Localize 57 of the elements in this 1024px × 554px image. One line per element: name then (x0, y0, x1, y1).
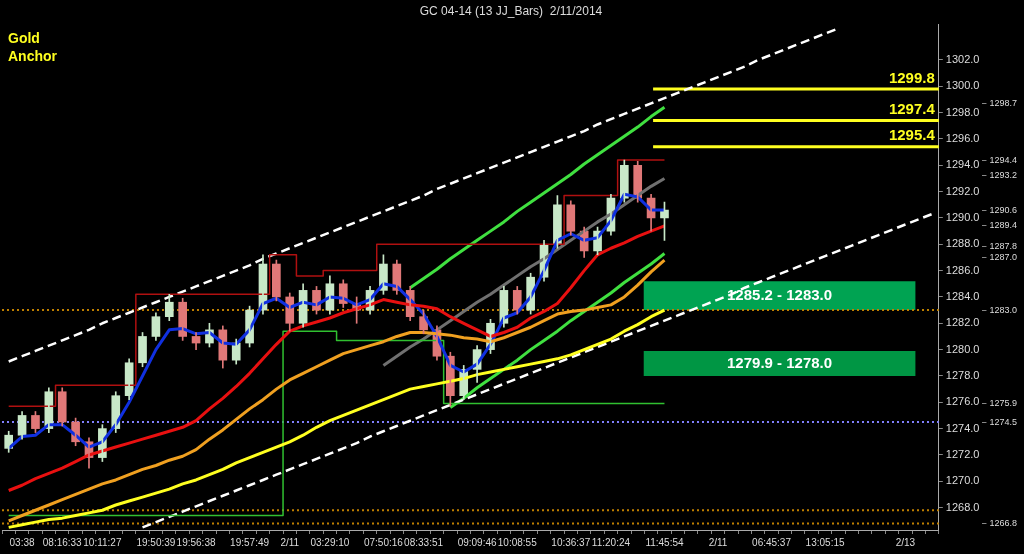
y2-tick-label: 1298.7 (989, 97, 1017, 108)
band-label: 1285.2 - 1283.0 (727, 285, 833, 303)
x-tick-label: 08:16:33 (42, 536, 83, 548)
ref-line-label: 1299.8 (888, 68, 935, 86)
y2-tick-label: 1289.4 (989, 220, 1017, 231)
y-tick-label: 1290.0 (945, 210, 980, 223)
y-tick-label: 1280.0 (945, 342, 980, 355)
y-tick-label: 1278.0 (945, 368, 980, 381)
y2-tick-label: 1275.9 (989, 398, 1017, 409)
x-tick-label: 19:56:38 (176, 536, 216, 548)
y-tick-label: 1276.0 (945, 395, 980, 408)
annotation: Anchor (8, 48, 58, 65)
y-tick-label: 1268.0 (945, 500, 980, 513)
x-tick-label: 2/11 (280, 536, 300, 548)
y-tick-label: 1302.0 (945, 52, 980, 65)
y2-tick-label: 1293.2 (989, 170, 1017, 181)
y2-tick-label: 1266.8 (989, 517, 1017, 528)
y2-tick-label: 1290.6 (989, 204, 1017, 215)
x-tick-label: 07:50:16 (363, 536, 404, 548)
y2-tick-label: 1287.0 (989, 251, 1017, 262)
x-tick-label: 19:57:49 (230, 536, 270, 548)
band-label: 1279.9 - 1278.0 (727, 353, 833, 371)
ref-line-label: 1297.4 (888, 100, 936, 118)
chart-title: GC 04-14 (13 JJ_Bars) 2/11/2014 (419, 3, 603, 18)
y2-tick-label: 1294.4 (989, 154, 1017, 165)
y-tick-label: 1292.0 (945, 184, 980, 197)
y2-tick-label: 1283.0 (989, 304, 1017, 315)
x-tick-label: 2/13 (895, 536, 916, 548)
x-tick-label: 03:29:10 (310, 536, 350, 548)
x-tick-label: 19:50:39 (136, 536, 176, 548)
x-tick-label: 10:08:55 (497, 536, 538, 548)
line-series (141, 212, 934, 529)
x-tick-label: 08:33:51 (404, 536, 444, 548)
y-tick-label: 1282.0 (945, 316, 980, 329)
x-tick-label: 11:20:24 (591, 536, 631, 548)
y-tick-label: 1286.0 (945, 263, 980, 276)
y2-tick-label: 1287.8 (989, 241, 1017, 252)
y-tick-label: 1296.0 (945, 131, 980, 144)
x-tick-label: 03:38 (9, 536, 36, 548)
x-tick-label: 13:05:15 (805, 536, 845, 548)
x-tick-label: 10:36:37 (551, 536, 591, 548)
x-tick-label: 06:45:37 (752, 536, 792, 548)
y-tick-label: 1294.0 (945, 158, 980, 171)
x-tick-label: 2/11 (708, 536, 728, 548)
y-tick-label: 1288.0 (945, 237, 980, 250)
ref-line-label: 1295.4 (888, 126, 936, 144)
annotation: Gold (8, 30, 40, 47)
y-tick-label: 1270.0 (945, 474, 980, 487)
y-tick-label: 1300.0 (945, 79, 980, 92)
y2-tick-label: 1274.5 (989, 416, 1017, 427)
y-tick-label: 1272.0 (945, 447, 980, 460)
y-tick-label: 1298.0 (945, 105, 980, 118)
y-tick-label: 1284.0 (945, 289, 980, 302)
y-tick-label: 1274.0 (945, 421, 980, 434)
x-tick-label: 09:09:46 (457, 536, 497, 548)
x-tick-label: 10:11:27 (83, 536, 122, 548)
x-tick-label: 11:45:54 (645, 536, 684, 548)
